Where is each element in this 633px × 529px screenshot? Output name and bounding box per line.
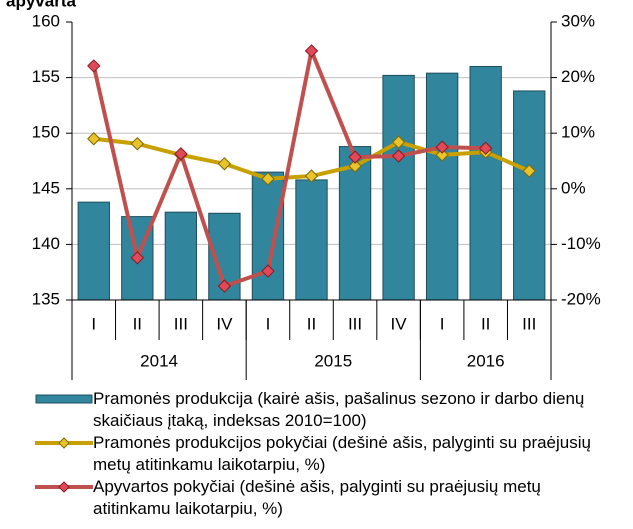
y2-tick-label: -10%: [561, 234, 601, 253]
marker: [261, 172, 275, 186]
marker: [130, 137, 145, 151]
legend-entry: Pramonės produkcijos pokyčiai (dešinė aš…: [35, 432, 625, 476]
chart: apyvarta 135 140 145 150 155 160 -20% -10% 0% 10%…: [6, 0, 601, 380]
x-tick-label: I: [266, 314, 271, 333]
y-tick-label: 155: [32, 67, 60, 86]
marker: [261, 264, 275, 278]
marker: [522, 164, 536, 178]
marker: [391, 149, 406, 163]
bar: [164, 211, 198, 301]
bar: [513, 90, 546, 301]
marker: [304, 44, 319, 58]
marker: [435, 148, 449, 162]
x-tick-label: III: [174, 314, 188, 333]
legend-label: Pramonės produkcijos pokyčiai (dešinė aš…: [93, 433, 591, 474]
line: [91, 48, 486, 289]
legend-icon: [35, 394, 93, 404]
legend-icon: [35, 437, 93, 449]
x-tick-label: III: [348, 314, 362, 333]
marker: [391, 135, 406, 149]
x-tick-label: IV: [391, 314, 408, 333]
legend-marker: [58, 481, 70, 493]
x-tick-label: IV: [216, 314, 233, 333]
y2-tick-label: 30%: [561, 11, 595, 30]
y2-tick-label: 10%: [561, 123, 595, 142]
x-tick-label: II: [307, 314, 316, 333]
x-tick-label: I: [91, 314, 96, 333]
group-label: 2016: [467, 351, 505, 370]
legend-entry: Pramonės produkcija (kairė ašis, pašalin…: [35, 388, 625, 432]
legend-entry: Apyvartos pokyčiai (dešinė ašis, palygin…: [35, 476, 625, 520]
bar: [382, 74, 415, 301]
y-tick-label: 160: [32, 11, 60, 30]
marker: [87, 132, 101, 146]
marker: [217, 279, 232, 293]
group-label: 2014: [140, 351, 178, 370]
bar: [425, 72, 459, 301]
legend: Pramonės produkcija (kairė ašis, pašalin…: [35, 388, 625, 520]
marker: [435, 140, 449, 154]
y-tick-label: 145: [32, 178, 60, 197]
bar: [77, 201, 110, 301]
marker: [217, 157, 232, 171]
y2-tick-label: -20%: [561, 289, 601, 308]
legend-label: Pramonės produkcija (kairė ašis, pašalin…: [93, 389, 585, 430]
y-tick-label: 140: [32, 234, 60, 253]
marker: [130, 251, 145, 265]
y2-tick-label: 20%: [561, 67, 595, 86]
legend-swatch: [35, 394, 93, 404]
y-tick-label: 135: [32, 289, 60, 308]
x-tick-label: I: [440, 314, 445, 333]
y-tick-label: 150: [32, 123, 60, 142]
bar: [251, 171, 285, 301]
marker: [87, 59, 101, 73]
group-label: 2015: [314, 351, 352, 370]
bar: [295, 179, 328, 301]
x-tick-label: II: [133, 314, 142, 333]
legend-icon: [35, 481, 93, 493]
marker: [348, 150, 362, 164]
bar: [469, 65, 502, 301]
marker: [304, 169, 319, 183]
y2-tick-label: 0%: [561, 178, 586, 197]
marker: [174, 147, 188, 161]
x-tick-label: II: [481, 314, 490, 333]
marker: [348, 159, 362, 173]
x-tick-label: III: [522, 314, 536, 333]
chart-title: apyvarta: [6, 0, 76, 10]
legend-label: Apyvartos pokyčiai (dešinė ašis, palygin…: [93, 477, 541, 518]
marker: [478, 141, 493, 155]
legend-marker: [58, 437, 70, 449]
